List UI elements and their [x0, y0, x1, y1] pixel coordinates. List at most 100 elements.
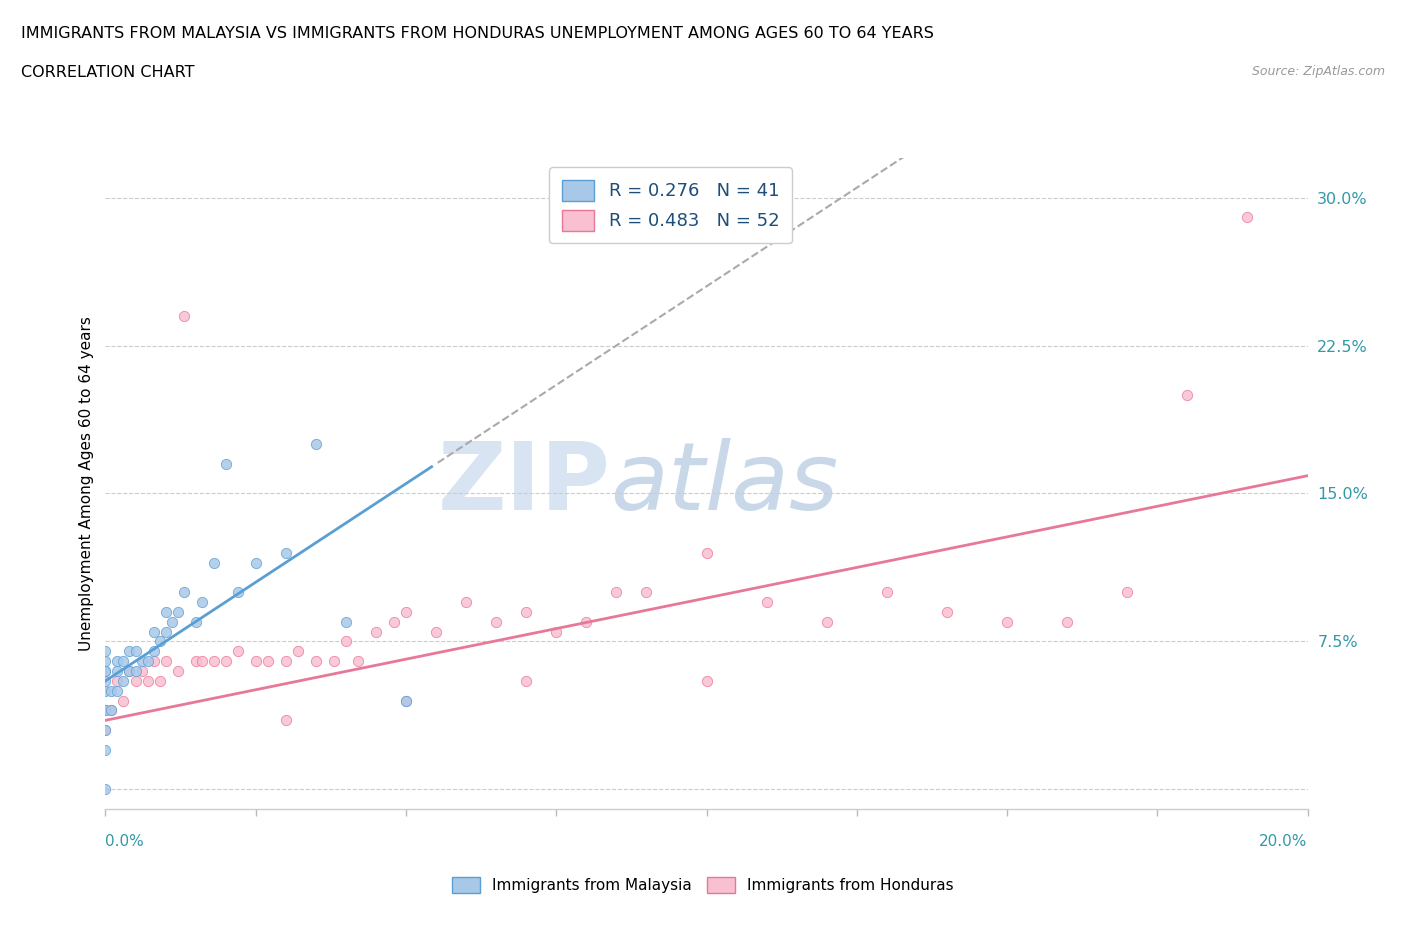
Point [131, 654, 153, 669]
Point [148, 673, 170, 688]
Point [160, 614, 183, 629]
Point [94, 684, 117, 698]
Point [136, 654, 159, 669]
Point [202, 555, 225, 570]
Point [515, 604, 537, 619]
Point [142, 654, 165, 669]
Point [142, 624, 165, 639]
Point [94, 703, 117, 718]
Text: CORRELATION CHART: CORRELATION CHART [21, 65, 194, 80]
Point [94, 703, 117, 718]
Point [118, 664, 141, 679]
Point [995, 614, 1018, 629]
Point [274, 654, 297, 669]
Point [173, 309, 195, 324]
Point [94, 664, 117, 679]
Point [202, 654, 225, 669]
Point [755, 594, 778, 609]
Point [245, 555, 267, 570]
Point [94, 723, 117, 737]
Y-axis label: Unemployment Among Ages 60 to 64 years: Unemployment Among Ages 60 to 64 years [79, 316, 94, 651]
Point [166, 604, 188, 619]
Point [1056, 614, 1078, 629]
Point [155, 604, 177, 619]
Point [94, 723, 117, 737]
Point [112, 654, 135, 669]
Point [636, 585, 658, 600]
Point [94, 742, 117, 757]
Point [274, 713, 297, 728]
Point [1175, 388, 1198, 403]
Point [94, 673, 117, 688]
Point [322, 654, 344, 669]
Point [190, 594, 212, 609]
Point [1236, 210, 1258, 225]
Point [696, 673, 718, 688]
Point [107, 654, 129, 669]
Point [605, 585, 627, 600]
Text: Source: ZipAtlas.com: Source: ZipAtlas.com [1251, 65, 1385, 78]
Point [94, 654, 117, 669]
Point [107, 664, 129, 679]
Point [226, 644, 249, 658]
Point [936, 604, 959, 619]
Point [696, 545, 718, 560]
Point [100, 703, 122, 718]
Legend: R = 0.276   N = 41, R = 0.483   N = 52: R = 0.276 N = 41, R = 0.483 N = 52 [548, 167, 792, 243]
Point [124, 644, 146, 658]
Point [136, 673, 159, 688]
Legend: Immigrants from Malaysia, Immigrants from Honduras: Immigrants from Malaysia, Immigrants fro… [446, 870, 960, 899]
Point [155, 654, 177, 669]
Point [546, 624, 568, 639]
Point [245, 654, 267, 669]
Point [131, 664, 153, 679]
Point [184, 614, 207, 629]
Point [166, 664, 188, 679]
Text: ZIP: ZIP [437, 438, 610, 529]
Point [118, 644, 141, 658]
Point [395, 693, 418, 708]
Point [112, 693, 135, 708]
Point [226, 585, 249, 600]
Point [94, 664, 117, 679]
Point [815, 614, 838, 629]
Point [107, 673, 129, 688]
Point [287, 644, 309, 658]
Point [214, 654, 236, 669]
Point [94, 644, 117, 658]
Point [454, 594, 477, 609]
Text: atlas: atlas [610, 438, 838, 529]
Point [425, 624, 447, 639]
Point [347, 654, 370, 669]
Point [335, 614, 357, 629]
Point [148, 634, 170, 649]
Point [876, 585, 898, 600]
Point [395, 693, 418, 708]
Point [184, 654, 207, 669]
Point [256, 654, 278, 669]
Point [1116, 585, 1139, 600]
Point [124, 673, 146, 688]
Point [100, 684, 122, 698]
Point [395, 604, 418, 619]
Point [190, 654, 212, 669]
Point [124, 664, 146, 679]
Point [112, 673, 135, 688]
Point [155, 624, 177, 639]
Point [142, 644, 165, 658]
Point [107, 684, 129, 698]
Point [118, 664, 141, 679]
Point [364, 624, 387, 639]
Text: 20.0%: 20.0% [1260, 834, 1308, 849]
Text: 0.0%: 0.0% [105, 834, 145, 849]
Point [575, 614, 598, 629]
Point [274, 545, 297, 560]
Point [100, 703, 122, 718]
Text: IMMIGRANTS FROM MALAYSIA VS IMMIGRANTS FROM HONDURAS UNEMPLOYMENT AMONG AGES 60 : IMMIGRANTS FROM MALAYSIA VS IMMIGRANTS F… [21, 26, 934, 41]
Point [382, 614, 405, 629]
Point [173, 585, 195, 600]
Point [335, 634, 357, 649]
Point [515, 673, 537, 688]
Point [305, 654, 328, 669]
Point [94, 782, 117, 797]
